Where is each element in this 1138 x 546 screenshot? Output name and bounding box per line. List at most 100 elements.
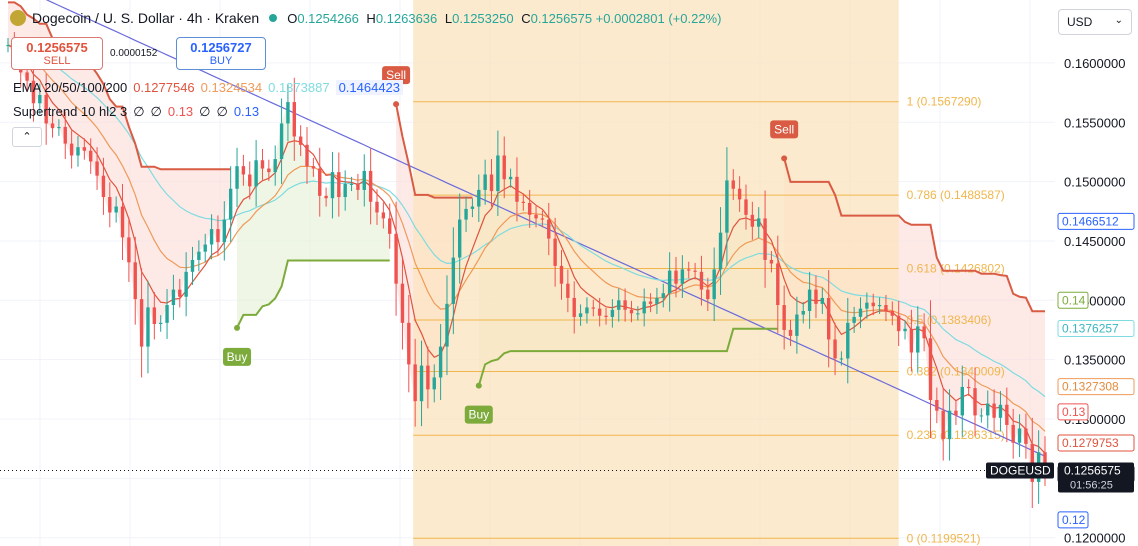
collapse-legend-button[interactable]: ⌃ [12, 127, 42, 147]
sell-button[interactable]: 0.1256575 SELL [11, 37, 103, 70]
candle [629, 309, 634, 314]
price-axis[interactable]: 0.12000000.13000000.13500000.14000000.14… [986, 0, 1138, 546]
candle [1017, 428, 1022, 443]
price-label-box [1057, 511, 1089, 529]
candle [407, 322, 411, 365]
market-status-icon [269, 14, 278, 22]
candle [108, 197, 112, 213]
sell-signal-label: Sell [386, 68, 406, 82]
candle [464, 208, 468, 220]
candle [330, 172, 335, 199]
candle [349, 183, 354, 185]
candle [725, 180, 729, 233]
candle [795, 314, 799, 336]
candle [617, 300, 621, 310]
candle [241, 166, 246, 175]
candle [928, 338, 933, 401]
price-label: 0.1376257 [1062, 321, 1119, 335]
candle [852, 316, 856, 323]
last-price-label: 0.1256575 [1064, 464, 1121, 478]
candle [559, 265, 564, 284]
candle [750, 214, 755, 227]
candle [896, 315, 901, 332]
candle [114, 206, 118, 213]
candle [966, 386, 971, 389]
signal-annotations: Buy Sell Buy Sell [223, 66, 799, 424]
low-label: L [444, 10, 453, 26]
candle [884, 305, 888, 311]
price-label-box [1057, 434, 1135, 452]
ohlc-values: O0.1254266 H0.1263636 L0.1253250 C0.1256… [287, 11, 721, 26]
supertrend-value: 0.13 [167, 104, 194, 119]
candle [38, 94, 42, 104]
candle [311, 166, 316, 169]
candle [146, 307, 150, 347]
candle [992, 403, 996, 418]
buy-signal-label: Buy [468, 408, 489, 422]
price-label: 0.1466512 [1062, 214, 1119, 228]
candle [6, 45, 10, 47]
candle [25, 72, 29, 81]
fib-zone [413, 0, 899, 546]
candle [457, 219, 462, 258]
candle [986, 403, 990, 416]
sell-signal-marker [393, 101, 400, 108]
candle [801, 310, 805, 315]
candle [394, 233, 398, 284]
chevron-down-icon: ⌄ [1114, 15, 1123, 26]
candle [909, 328, 914, 353]
candle [553, 238, 557, 266]
candle [648, 301, 653, 304]
candle [515, 176, 519, 202]
candle [712, 269, 716, 300]
supertrend-legend[interactable]: Supertrend 10 hl2 3 ∅ ∅ 0.13 ∅ ∅ 0.13 [13, 104, 265, 120]
ema100-line [7, 44, 1046, 398]
candle [763, 218, 767, 260]
candle [178, 289, 182, 297]
candle [222, 219, 227, 243]
candle [388, 218, 392, 234]
candle [483, 174, 487, 190]
fib-level-label: 1 (0.1567290) [907, 95, 982, 109]
candle [209, 229, 214, 245]
supertrend-down-line [8, 1, 231, 171]
candle [1024, 428, 1028, 444]
close-value: 0.1256575 [530, 10, 593, 26]
spread-value: 0.0000152 [110, 48, 158, 59]
price-label-box [1057, 403, 1089, 421]
candle [534, 214, 538, 219]
supertrend-legend-title: Supertrend 10 hl2 3 [13, 104, 128, 119]
candle [687, 269, 691, 271]
ema-legend[interactable]: EMA 20/50/100/200 0.1277546 0.1324534 0.137… [13, 80, 409, 95]
candle [585, 307, 589, 314]
candle [248, 174, 252, 187]
candle [877, 305, 882, 307]
low-value: 0.1253250 [452, 10, 514, 26]
candle [744, 199, 748, 215]
candle [324, 195, 328, 199]
candle [235, 166, 239, 189]
candle [623, 300, 627, 310]
candle [375, 201, 379, 213]
change-value: +0.0002801 (+0.22%) [595, 10, 722, 26]
candle [89, 150, 93, 162]
candle [158, 322, 163, 325]
candle [152, 307, 157, 325]
sell-signal-tag [382, 66, 411, 85]
buy-price: 0.1256727 [190, 40, 252, 55]
buy-signal-tag [223, 347, 252, 366]
candle [76, 147, 80, 156]
currency-select[interactable]: USD ⌄ [1058, 9, 1132, 35]
buy-button[interactable]: 0.1256727 BUY [176, 37, 266, 70]
candle [50, 123, 55, 129]
price-label-box [1057, 319, 1135, 337]
candle [343, 183, 347, 198]
candle [693, 270, 697, 272]
candle [591, 307, 596, 309]
open-label: O [287, 10, 298, 26]
candle [566, 283, 570, 298]
candle [1043, 452, 1047, 471]
symbol-title[interactable]: Dogecoin / U. S. Dollar · 4h · Kraken [32, 10, 260, 26]
ema20-value: 0.1277546 [133, 80, 195, 95]
